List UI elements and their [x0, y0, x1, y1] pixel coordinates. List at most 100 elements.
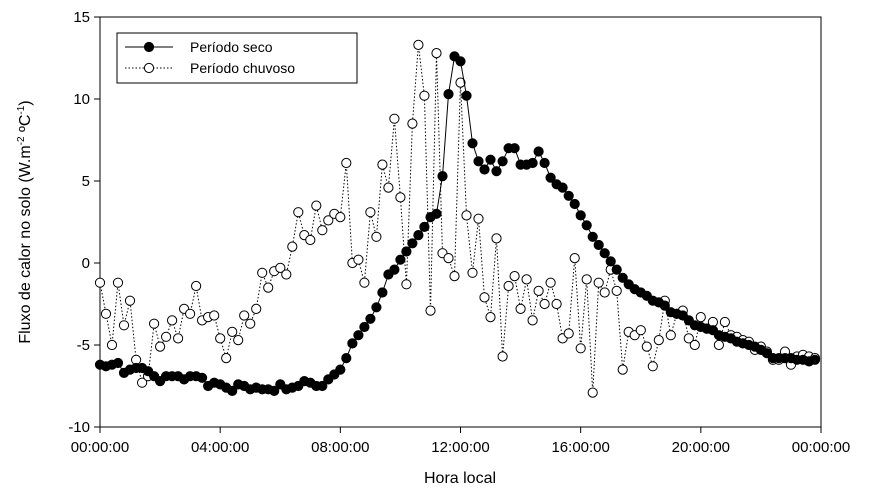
- data-point-periodo-seco: [455, 56, 466, 67]
- data-point-periodo-chuvoso: [94, 277, 106, 288]
- data-point-periodo-chuvoso: [479, 292, 490, 303]
- data-point-periodo-chuvoso: [106, 339, 118, 351]
- x-tick-label: 04:00:00: [191, 439, 249, 456]
- data-point-periodo-chuvoso: [641, 341, 652, 352]
- data-point-periodo-seco: [575, 210, 586, 221]
- data-point-periodo-chuvoso: [497, 351, 508, 362]
- legend-label-periodo-chuvoso: Período chuvoso: [190, 60, 295, 76]
- data-point-periodo-chuvoso: [461, 210, 472, 221]
- data-point-periodo-seco: [557, 182, 568, 193]
- data-point-periodo-seco: [395, 254, 406, 265]
- y-axis-label: Fluxo de calor no solo (W.m-2 ºC-1): [16, 100, 34, 343]
- data-point-periodo-seco: [419, 221, 430, 232]
- data-point-periodo-chuvoso: [425, 305, 436, 316]
- data-point-periodo-chuvoso: [281, 269, 292, 280]
- data-point-periodo-chuvoso: [653, 335, 664, 346]
- data-point-periodo-seco: [605, 256, 616, 267]
- data-point-periodo-seco: [545, 172, 556, 183]
- data-point-periodo-chuvoso: [161, 331, 172, 342]
- y-tick-label: 5: [82, 173, 90, 190]
- data-point-periodo-seco: [377, 287, 388, 298]
- data-point-periodo-chuvoso: [275, 262, 286, 273]
- data-point-periodo-seco: [461, 90, 472, 101]
- data-point-periodo-chuvoso: [112, 277, 124, 288]
- data-point-periodo-chuvoso: [419, 90, 430, 101]
- data-point-periodo-chuvoso: [239, 310, 250, 321]
- legend-marker-periodo-chuvoso: [143, 62, 155, 74]
- data-point-periodo-seco: [359, 321, 370, 333]
- data-point-periodo-chuvoso: [233, 335, 244, 346]
- data-point-periodo-chuvoso: [317, 225, 328, 236]
- data-point-periodo-chuvoso: [611, 285, 622, 296]
- data-point-periodo-chuvoso: [287, 241, 298, 252]
- data-point-periodo-chuvoso: [100, 308, 112, 319]
- data-point-periodo-chuvoso: [407, 118, 418, 129]
- x-tick-label: 20:00:00: [672, 439, 730, 456]
- data-point-periodo-chuvoso: [545, 277, 556, 288]
- data-point-periodo-seco: [227, 385, 238, 396]
- data-point-periodo-chuvoso: [515, 303, 526, 314]
- data-point-periodo-seco: [593, 239, 604, 251]
- data-point-periodo-chuvoso: [359, 277, 370, 288]
- data-point-periodo-chuvoso: [323, 215, 334, 226]
- data-point-periodo-chuvoso: [305, 234, 316, 246]
- data-point-periodo-seco: [431, 208, 442, 219]
- data-point-periodo-chuvoso: [527, 315, 538, 326]
- y-axis: -10 -5 0 5 10 15: [68, 9, 100, 436]
- data-point-periodo-seco: [467, 138, 478, 149]
- data-point-periodo-chuvoso: [167, 315, 178, 326]
- legend: Período seco Período chuvoso: [116, 32, 358, 84]
- y-tick-label: 10: [73, 91, 90, 108]
- data-point-periodo-chuvoso: [353, 254, 364, 265]
- data-point-periodo-seco: [485, 154, 496, 165]
- data-point-periodo-chuvoso: [395, 192, 406, 203]
- data-point-periodo-chuvoso: [389, 113, 400, 124]
- y-tick-label: -10: [68, 419, 90, 436]
- data-point-periodo-chuvoso: [293, 207, 304, 218]
- data-point-periodo-chuvoso: [563, 328, 574, 339]
- data-point-periodo-chuvoso: [455, 77, 466, 88]
- data-point-periodo-chuvoso: [683, 333, 694, 344]
- data-point-periodo-chuvoso: [503, 280, 514, 292]
- data-point-periodo-seco: [569, 198, 580, 210]
- data-point-periodo-seco: [341, 353, 352, 364]
- data-point-periodo-seco: [563, 190, 574, 201]
- data-point-periodo-seco: [527, 157, 538, 169]
- data-point-periodo-chuvoso: [383, 182, 394, 193]
- data-point-periodo-seco: [269, 385, 280, 396]
- data-point-periodo-chuvoso: [251, 303, 262, 314]
- x-tick-label: 16:00:00: [551, 439, 609, 456]
- data-point-periodo-seco: [581, 220, 592, 231]
- data-point-periodo-chuvoso: [413, 39, 424, 51]
- data-point-periodo-chuvoso: [311, 200, 322, 211]
- y-tick-label: -5: [77, 337, 90, 354]
- legend-marker-periodo-seco: [143, 41, 155, 53]
- data-point-periodo-chuvoso: [587, 387, 598, 398]
- data-point-periodo-seco: [437, 171, 448, 182]
- y-axis-label-mid: ºC: [17, 115, 34, 137]
- legend-box: [116, 32, 358, 84]
- data-point-periodo-seco: [197, 372, 208, 383]
- data-point-periodo-chuvoso: [719, 316, 731, 328]
- data-point-periodo-chuvoso: [443, 253, 454, 264]
- x-tick-label: 00:00:00: [792, 439, 850, 456]
- data-point-periodo-chuvoso: [124, 295, 136, 306]
- y-tick-label: 15: [73, 9, 90, 26]
- data-point-periodo-chuvoso: [533, 285, 544, 296]
- x-axis-label: Hora local: [424, 470, 496, 487]
- data-point-periodo-seco: [401, 246, 412, 257]
- data-point-periodo-seco: [539, 157, 550, 169]
- series-line-periodo-seco: [99, 55, 816, 392]
- data-point-periodo-chuvoso: [713, 339, 725, 351]
- data-point-periodo-seco: [389, 264, 400, 275]
- data-point-periodo-chuvoso: [215, 333, 226, 344]
- data-point-periodo-chuvoso: [185, 308, 196, 319]
- data-point-periodo-chuvoso: [173, 333, 184, 344]
- y-axis-label-sup1: -2: [16, 136, 27, 145]
- plot-area: 00:00:00 04:00:00 08:00:00 12:00:00 16:00:00…: [68, 9, 850, 456]
- data-point-periodo-chuvoso: [155, 341, 166, 352]
- data-point-periodo-chuvoso: [539, 298, 550, 310]
- y-tick-label: 0: [82, 255, 90, 272]
- data-point-periodo-chuvoso: [689, 339, 700, 351]
